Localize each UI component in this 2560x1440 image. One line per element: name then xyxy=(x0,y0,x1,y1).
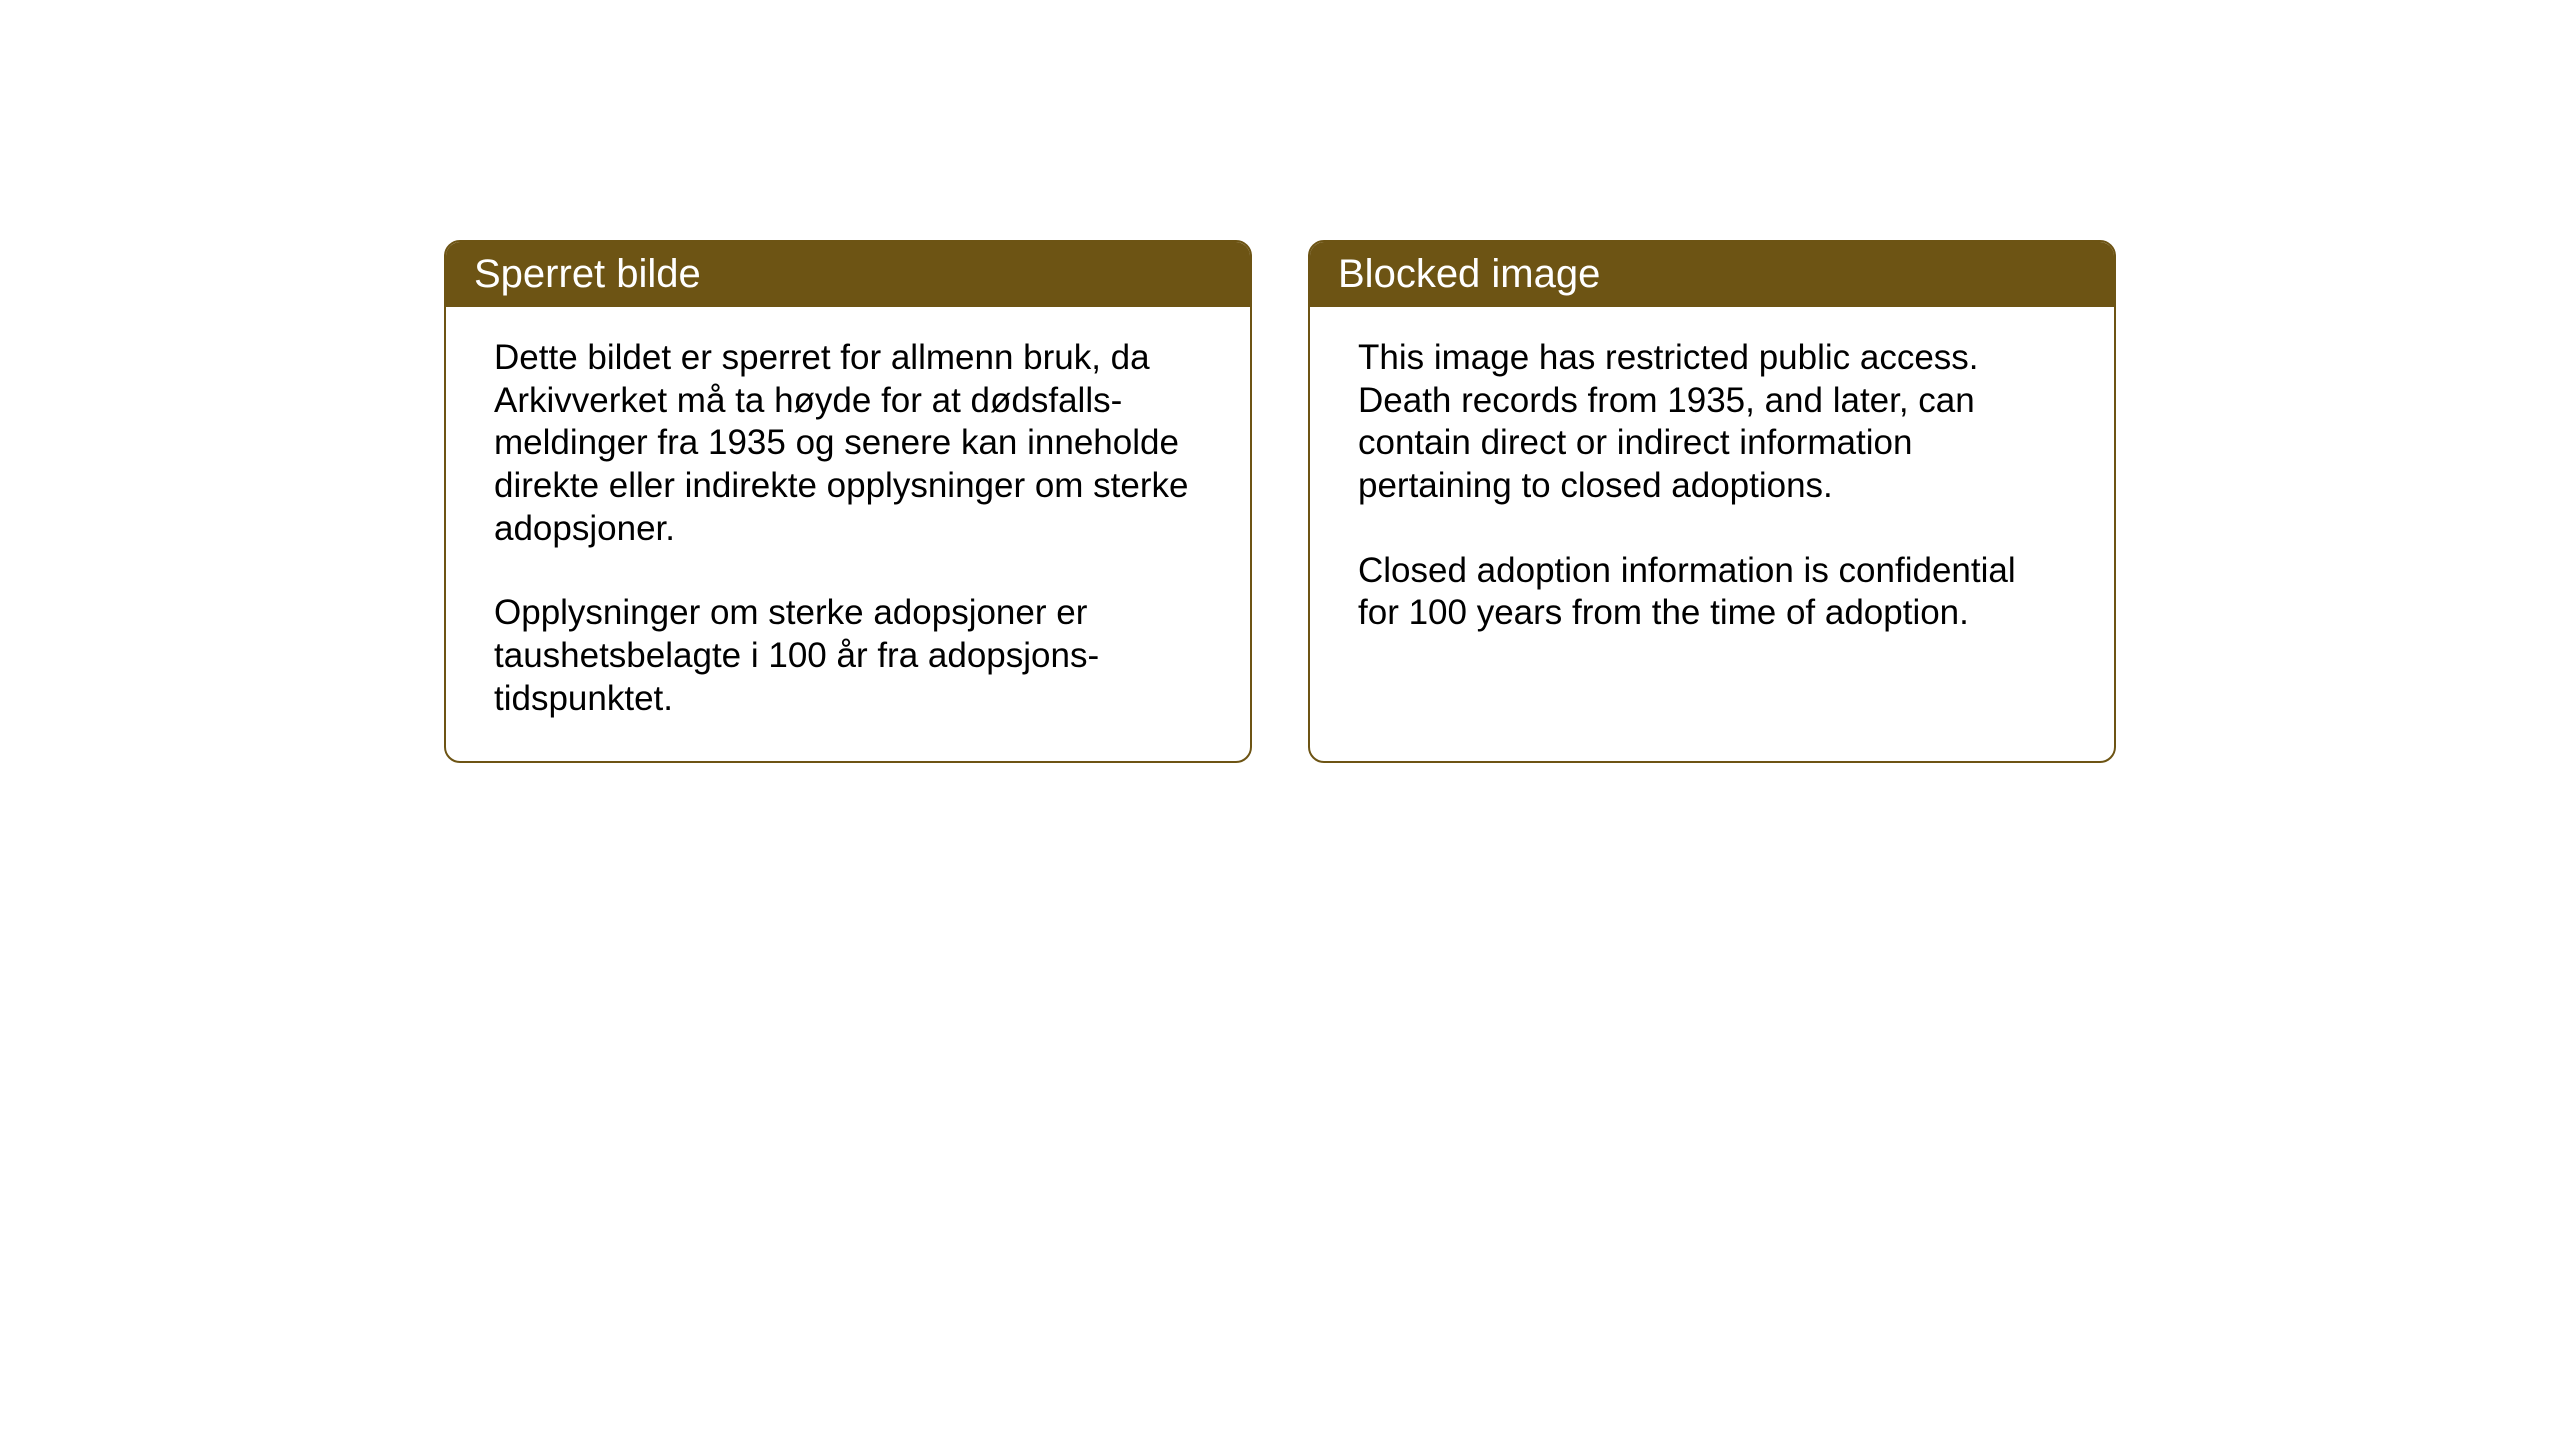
notice-title-english: Blocked image xyxy=(1310,242,2114,307)
notice-paragraph-1-norwegian: Dette bildet er sperret for allmenn bruk… xyxy=(494,337,1202,550)
notice-paragraph-1-english: This image has restricted public access.… xyxy=(1358,337,2066,508)
notice-title-norwegian: Sperret bilde xyxy=(446,242,1250,307)
notice-body-english: This image has restricted public access.… xyxy=(1310,307,2114,675)
notice-paragraph-2-norwegian: Opplysninger om sterke adopsjoner er tau… xyxy=(494,592,1202,720)
notice-card-norwegian: Sperret bilde Dette bildet er sperret fo… xyxy=(444,240,1252,763)
notice-paragraph-2-english: Closed adoption information is confident… xyxy=(1358,550,2066,635)
notice-body-norwegian: Dette bildet er sperret for allmenn bruk… xyxy=(446,307,1250,761)
notice-card-english: Blocked image This image has restricted … xyxy=(1308,240,2116,763)
notice-container: Sperret bilde Dette bildet er sperret fo… xyxy=(444,240,2116,763)
